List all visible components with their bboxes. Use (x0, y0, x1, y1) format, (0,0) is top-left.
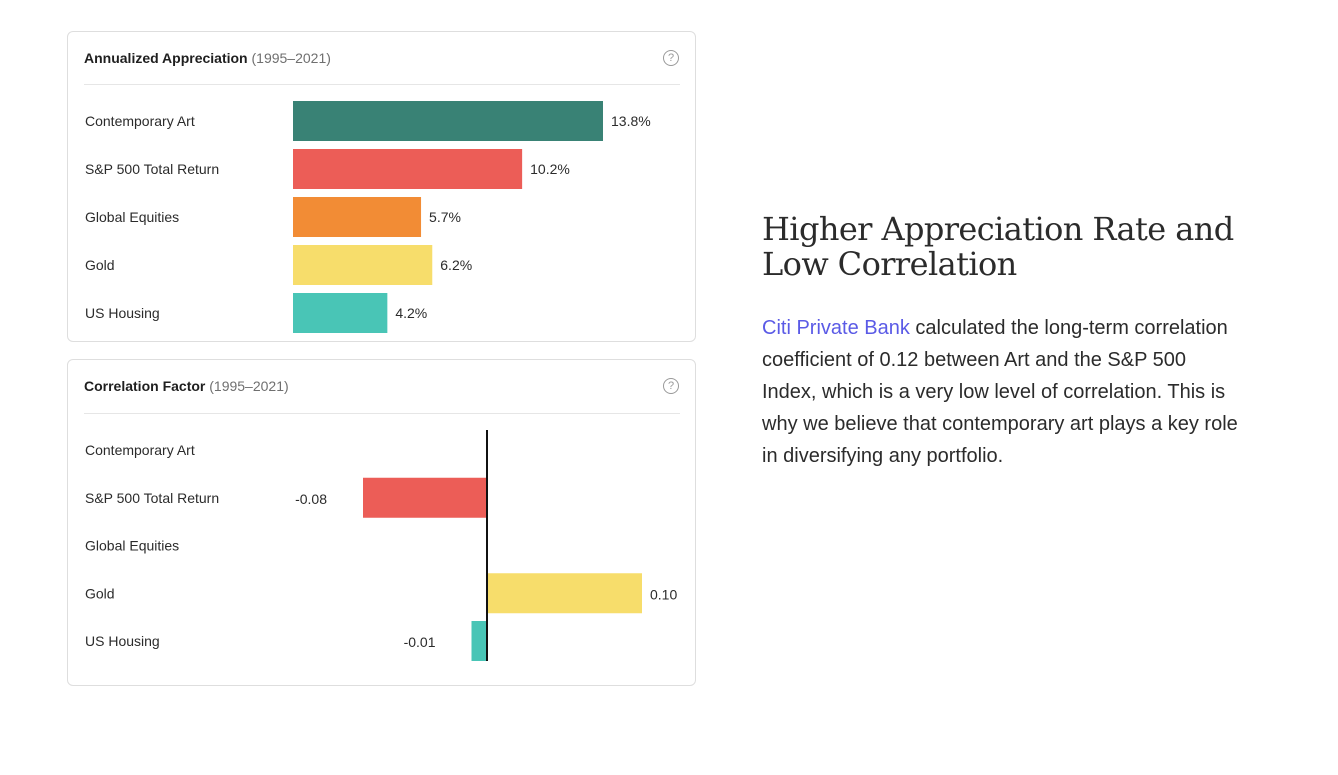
correlation-chart: Contemporary Art S&P 500 Total Return -0.0… (85, 430, 677, 661)
bar (293, 101, 603, 141)
value-label: 5.7% (429, 209, 461, 225)
bar (363, 477, 487, 518)
bar (487, 573, 642, 614)
value-label: 0.10 (650, 586, 677, 602)
category-label: S&P 500 Total Return (85, 161, 219, 177)
help-icon[interactable]: ? (663, 50, 679, 66)
divider (84, 413, 680, 414)
bar (293, 245, 433, 285)
value-label: 4.2% (395, 305, 427, 321)
correlation-period: (1995–2021) (209, 378, 289, 394)
appreciation-period: (1995–2021) (251, 50, 331, 66)
section-heading: Higher Appreciation Rate and Low Correla… (762, 210, 1234, 283)
correlation-card-title: Correlation Factor (1995–2021) (84, 377, 289, 395)
category-label: Gold (85, 585, 115, 601)
appreciation-title: Annualized Appreciation (84, 50, 248, 66)
appreciation-chart: Contemporary Art 13.8% S&P 500 Total Retur… (85, 101, 651, 333)
divider (84, 84, 680, 85)
description-paragraph: Citi Private Bank calculated the long-te… (762, 312, 1242, 472)
category-label: Contemporary Art (85, 442, 195, 458)
value-label: 13.8% (611, 113, 651, 129)
value-label: -0.08 (295, 491, 327, 507)
category-label: US Housing (85, 305, 160, 321)
category-label: US Housing (85, 633, 160, 649)
description-section: Higher Appreciation Rate and Low Correla… (762, 212, 1242, 472)
bar (293, 149, 523, 189)
appreciation-card: Annualized Appreciation (1995–2021) ? Co… (67, 31, 696, 342)
bar (471, 621, 487, 661)
value-label: 10.2% (530, 161, 570, 177)
bar (293, 293, 388, 333)
category-label: Global Equities (85, 538, 179, 554)
description-body: calculated the long-term correlation coe… (762, 317, 1238, 467)
category-label: Contemporary Art (85, 113, 195, 129)
category-label: Global Equities (85, 209, 179, 225)
citi-private-bank-link[interactable]: Citi Private Bank (762, 317, 910, 339)
category-label: S&P 500 Total Return (85, 490, 219, 506)
value-label: -0.01 (404, 634, 436, 650)
value-label: 6.2% (440, 257, 472, 273)
correlation-card: Correlation Factor (1995–2021) ? Contemp… (67, 359, 696, 686)
category-label: Gold (85, 257, 115, 273)
appreciation-card-title: Annualized Appreciation (1995–2021) (84, 49, 331, 67)
help-icon[interactable]: ? (663, 378, 679, 394)
bar (293, 197, 422, 237)
correlation-title: Correlation Factor (84, 378, 206, 394)
